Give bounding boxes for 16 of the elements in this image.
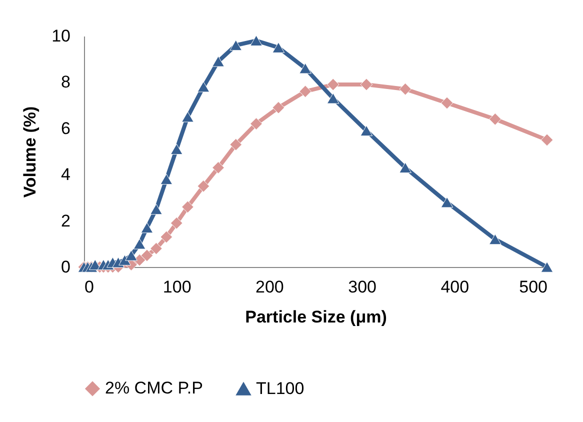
y-tick-label: 8 [61, 72, 70, 92]
y-tick-label: 6 [61, 118, 70, 138]
x-tick-label: 100 [162, 278, 192, 296]
legend-label: 2% CMC P.P [105, 378, 203, 398]
y-tick-label: 10 [52, 26, 70, 46]
x-tick-label: 400 [440, 278, 470, 296]
y-tick-label: 2 [61, 211, 70, 230]
y-tick-label: 0 [61, 258, 70, 276]
x-axis-title: Particle Size (μm) [245, 308, 387, 326]
x-tick-label: 200 [256, 278, 284, 296]
y-axis-title: Volume (%) [20, 106, 40, 198]
x-tick-label: 300 [348, 278, 376, 296]
y-tick-label: 4 [61, 165, 70, 184]
x-tick-label: 0 [84, 278, 94, 296]
x-tick-label: 500 [519, 278, 548, 296]
legend-label: TL100 [256, 379, 304, 398]
